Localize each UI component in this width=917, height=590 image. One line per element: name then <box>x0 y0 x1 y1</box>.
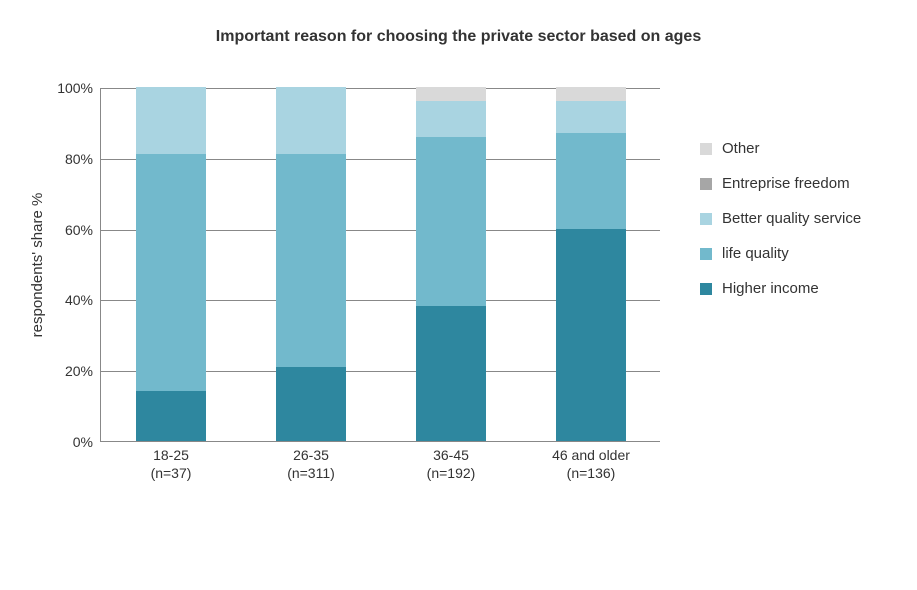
y-tick-label: 40% <box>65 292 101 308</box>
legend-label: Higher income <box>722 280 819 297</box>
legend-item-enterprise_freedom: Entreprise freedom <box>700 175 861 192</box>
legend-label: Entreprise freedom <box>722 175 850 192</box>
y-tick-label: 0% <box>73 434 101 450</box>
bar-group <box>416 87 486 441</box>
bar-segment-better_quality_service <box>276 87 346 154</box>
y-tick-label: 100% <box>57 80 101 96</box>
bar-segment-other <box>556 87 626 101</box>
legend-swatch <box>700 248 712 260</box>
bar-segment-better_quality_service <box>556 101 626 133</box>
legend-swatch <box>700 283 712 295</box>
y-tick-label: 60% <box>65 222 101 238</box>
bar-segment-life_quality <box>276 154 346 366</box>
bar-segment-higher_income <box>136 391 206 441</box>
bar-segment-life_quality <box>136 154 206 391</box>
legend-item-other: Other <box>700 140 861 157</box>
legend-label: life quality <box>722 245 789 262</box>
x-tick-label: 18-25(n=37) <box>101 441 241 482</box>
bar-group <box>556 87 626 441</box>
bar-segment-life_quality <box>556 133 626 229</box>
legend-label: Better quality service <box>722 210 861 227</box>
y-axis-label: respondents' share % <box>29 193 46 338</box>
bar-segment-higher_income <box>416 306 486 441</box>
bar-segment-life_quality <box>416 137 486 307</box>
x-tick-label: 36-45(n=192) <box>381 441 521 482</box>
plot-area: respondents' share % 0%20%40%60%80%100%1… <box>100 88 660 442</box>
legend-item-higher_income: Higher income <box>700 280 861 297</box>
bar-segment-better_quality_service <box>136 87 206 154</box>
legend: Other Entreprise freedom Better quality se… <box>700 140 861 315</box>
stacked-bar-chart: Important reason for choosing the privat… <box>0 0 917 590</box>
legend-swatch <box>700 213 712 225</box>
bar-segment-higher_income <box>556 229 626 441</box>
bar-group <box>136 87 206 441</box>
y-tick-label: 80% <box>65 151 101 167</box>
bar-segment-higher_income <box>276 367 346 441</box>
bar-segment-other <box>416 87 486 101</box>
legend-label: Other <box>722 140 760 157</box>
x-tick-label: 26-35(n=311) <box>241 441 381 482</box>
legend-item-life_quality: life quality <box>700 245 861 262</box>
legend-swatch <box>700 178 712 190</box>
x-tick-label: 46 and older(n=136) <box>521 441 661 482</box>
bar-group <box>276 87 346 441</box>
chart-title: Important reason for choosing the privat… <box>0 28 917 46</box>
legend-swatch <box>700 143 712 155</box>
bar-segment-better_quality_service <box>416 101 486 136</box>
y-tick-label: 20% <box>65 363 101 379</box>
legend-item-better_quality_service: Better quality service <box>700 210 861 227</box>
